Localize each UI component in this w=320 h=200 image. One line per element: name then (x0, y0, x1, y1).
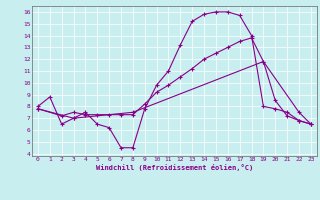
X-axis label: Windchill (Refroidissement éolien,°C): Windchill (Refroidissement éolien,°C) (96, 164, 253, 171)
